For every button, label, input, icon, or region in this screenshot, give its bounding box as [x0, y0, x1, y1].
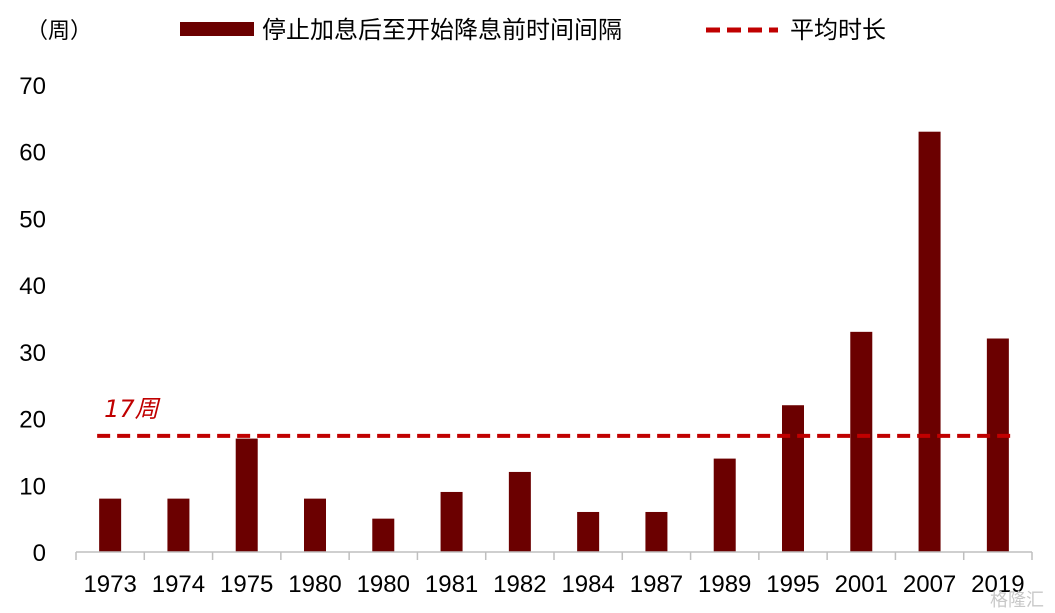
bar	[372, 518, 395, 552]
bar	[235, 438, 258, 552]
y-unit-label: （周）	[26, 19, 92, 44]
y-axis: 0 10 20 30 40 50 60 70	[19, 73, 46, 567]
y-tick-label: 30	[19, 340, 46, 367]
y-tick-label: 60	[19, 140, 46, 167]
average-line-group: 17周	[97, 395, 1011, 438]
legend-bar-swatch	[180, 22, 254, 36]
x-tick-label: 1980	[357, 571, 410, 598]
average-line-label: 17周	[104, 395, 161, 423]
x-tick-label: 1989	[698, 571, 751, 598]
bar	[508, 471, 531, 552]
x-tick-label: 2001	[835, 571, 888, 598]
legend: 停止加息后至开始降息前时间间隔 平均时长	[180, 16, 886, 44]
y-tick-label: 40	[19, 273, 46, 300]
legend-bar-label: 停止加息后至开始降息前时间间隔	[262, 16, 622, 44]
bar	[440, 491, 463, 552]
x-axis: 1973 1974 1975 1980 1980 1981 1982 1984 1987 1989…	[75, 551, 1033, 598]
x-tick-label: 2007	[903, 571, 956, 598]
bar	[986, 338, 1009, 552]
bar	[577, 511, 600, 552]
bar	[713, 458, 736, 552]
y-tick-label: 20	[19, 407, 46, 434]
x-tick-label: 1984	[561, 571, 614, 598]
watermark: 格隆汇	[990, 590, 1044, 611]
bar	[918, 131, 941, 552]
y-tick-label: 70	[19, 73, 46, 100]
x-tick-label: 1980	[288, 571, 341, 598]
x-tick-label: 1987	[630, 571, 683, 598]
bar	[304, 498, 326, 552]
legend-line-label: 平均时长	[790, 16, 886, 44]
bars	[99, 131, 1009, 552]
y-tick-label: 0	[33, 540, 46, 567]
x-tick-label: 1981	[425, 571, 478, 598]
x-tick-label: 1974	[152, 571, 205, 598]
y-tick-label: 10	[19, 473, 46, 500]
x-tick-label: 1995	[766, 571, 819, 598]
bar	[645, 511, 668, 552]
x-tick-label: 1975	[220, 571, 273, 598]
x-tick-label: 2019	[971, 571, 1024, 598]
bar	[850, 331, 873, 552]
y-tick-label: 50	[19, 206, 46, 233]
bar	[167, 498, 190, 552]
x-tick-label: 1982	[493, 571, 546, 598]
bar	[99, 498, 122, 552]
x-tick-label: 1973	[83, 571, 136, 598]
bar	[782, 405, 804, 552]
